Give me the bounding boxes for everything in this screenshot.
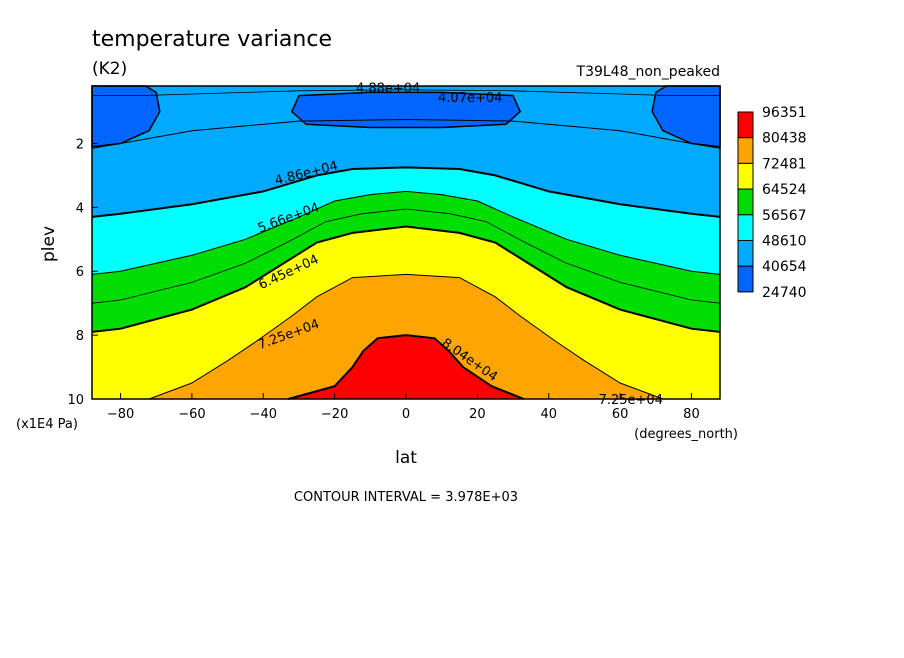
colorbar-label: 80438 — [762, 131, 807, 147]
y-axis-units: (x1E4 Pa) — [16, 417, 78, 432]
y-tick-label: 8 — [76, 329, 84, 344]
pool-2 — [290, 91, 522, 129]
colorbar-swatch — [737, 188, 754, 216]
contour-72481 — [92, 273, 720, 400]
contour-lines — [91, 89, 721, 400]
run-label: T39L48_non_peaked — [576, 64, 720, 80]
pool-1 — [651, 85, 721, 148]
x-tick-label: 60 — [612, 407, 629, 422]
y-tick-label: 2 — [76, 137, 84, 152]
contour-40654 — [91, 118, 721, 149]
colorbar-swatch — [737, 265, 754, 293]
x-tick-label: −60 — [178, 407, 205, 422]
colorbar-swatch — [737, 214, 754, 242]
x-axis-label: lat — [395, 448, 417, 468]
contour-56567 — [91, 190, 721, 275]
contour-label: 4.88e+04 — [356, 82, 420, 97]
contour-64524 — [91, 225, 721, 333]
contour-label: 4.07e+04 — [438, 91, 502, 106]
colorbar-label: 72481 — [762, 156, 807, 172]
colorbar-swatch — [737, 162, 754, 190]
chart-units: (K2) — [92, 59, 127, 79]
colorbar: 96351 80438 72481 64524 56567 48610 40654 24740 — [737, 105, 807, 301]
band-80438 — [288, 335, 524, 399]
x-tick-label: 0 — [402, 407, 410, 422]
pool-0 — [91, 85, 161, 148]
y-axis-label: plev — [39, 226, 59, 262]
colorbar-label: 48610 — [762, 234, 807, 250]
colorbar-label: 64524 — [762, 182, 807, 198]
chart-title: temperature variance — [92, 27, 332, 52]
x-tick-label: 80 — [683, 407, 700, 422]
y-tick-label: 6 — [76, 265, 84, 280]
x-axis: −80 −60 −40 −20 0 20 40 60 80 — [107, 393, 700, 422]
colorbar-label: 96351 — [762, 105, 807, 121]
contour-interval-note: CONTOUR INTERVAL = 3.978E+03 — [294, 490, 518, 505]
y-axis: 2 4 6 8 10 — [67, 137, 98, 408]
colorbar-label: 24740 — [762, 285, 807, 301]
plot-fills — [91, 85, 721, 399]
contour-minor — [91, 208, 721, 304]
y-tick-label: 4 — [76, 201, 84, 216]
contour-48610 — [91, 166, 721, 218]
contour-80438 — [288, 334, 525, 400]
x-tick-label: −20 — [321, 407, 348, 422]
x-axis-units: (degrees_north) — [634, 427, 738, 442]
x-tick-label: −80 — [107, 407, 134, 422]
x-tick-label: 20 — [469, 407, 486, 422]
colorbar-label: 40654 — [762, 259, 807, 275]
x-tick-label: −40 — [250, 407, 277, 422]
colorbar-swatch — [737, 111, 754, 139]
x-tick-label: 40 — [540, 407, 557, 422]
colorbar-swatch — [737, 240, 754, 267]
contour-upper — [92, 89, 720, 96]
colorbar-label: 56567 — [762, 208, 807, 224]
contour-label: 7.25e+04 — [599, 393, 663, 408]
y-tick-label: 10 — [67, 393, 84, 408]
colorbar-swatch — [737, 137, 754, 164]
